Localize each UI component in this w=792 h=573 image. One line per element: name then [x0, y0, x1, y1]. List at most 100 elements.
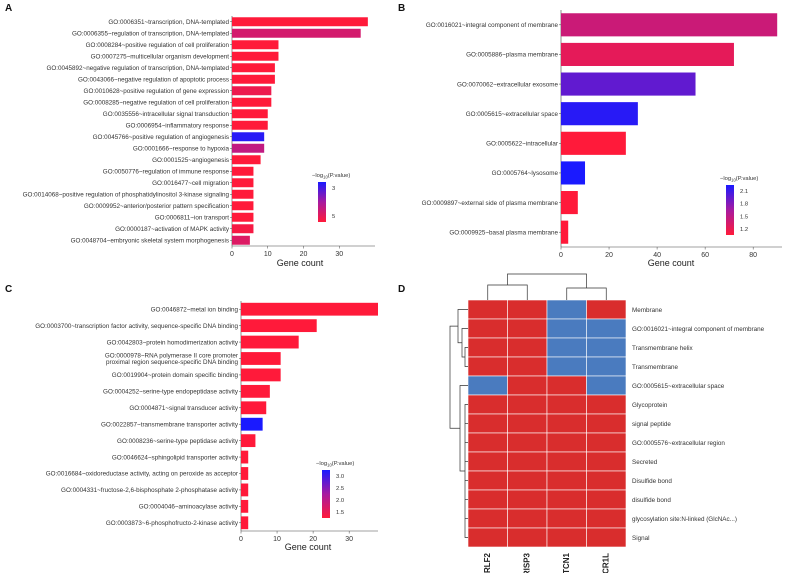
heatmap-cell [546, 470, 587, 491]
bar [232, 235, 250, 245]
heatmap-cell [507, 394, 548, 415]
x-tick-label: 30 [345, 536, 353, 543]
bar [561, 191, 578, 215]
category-label: GO:0001525~angiogenesis [152, 157, 229, 164]
heatmap-cell [586, 470, 627, 491]
bar [232, 120, 268, 130]
bar [232, 166, 254, 176]
bar [241, 499, 249, 513]
bar [232, 63, 275, 73]
x-tick-label: 0 [239, 536, 243, 543]
category-label: GO:0006954~inflammatory response [126, 122, 230, 129]
panel-letter: C [5, 284, 12, 295]
heatmap-cell [586, 451, 627, 472]
category-label: GO:0045766~positive regulation of angiog… [93, 134, 229, 141]
category-label: GO:0046872~metal ion binding [151, 306, 239, 313]
x-axis-title: Gene count [648, 258, 695, 268]
bar [241, 384, 270, 398]
category-label: GO:0004871~signal transducer activity [129, 405, 239, 412]
legend-tick-label: 2.0 [336, 498, 344, 504]
heatmap-cell [586, 432, 627, 453]
category-label: proximal region sequence-specific DNA bi… [106, 359, 238, 366]
row-label: Glycoprotein [632, 402, 668, 409]
bar [232, 189, 254, 199]
category-label: GO:0005622~intracellular [486, 141, 558, 148]
bar [232, 40, 279, 50]
category-label: GO:0008236~serine-type peptidase activit… [117, 438, 239, 445]
category-label: GO:0016684~oxidoreductase activity, acti… [46, 471, 238, 478]
category-label: GO:0010628~positive regulation of gene e… [84, 88, 230, 95]
heatmap-cell [586, 375, 627, 396]
legend-colorbar [318, 182, 326, 222]
bar [232, 143, 265, 153]
bar [232, 74, 275, 84]
bar [561, 72, 696, 96]
legend-colorbar [726, 185, 734, 235]
row-dendrogram [449, 309, 468, 538]
heatmap-cell [586, 489, 627, 510]
bar [241, 401, 267, 415]
heatmap-cell [546, 337, 587, 358]
heatmap-cell [467, 318, 508, 339]
heatmap-cell [507, 413, 548, 434]
legend-tick-label: 3.0 [336, 474, 344, 480]
bar [241, 319, 317, 333]
bar [232, 201, 254, 211]
panel-letter: A [5, 3, 12, 14]
heatmap-cell [467, 299, 508, 320]
row-label: signal peptide [632, 421, 671, 428]
bar [232, 178, 254, 188]
category-label: GO:0014068~positive regulation of phosph… [23, 191, 230, 198]
legend-title: −log10(P.value) [312, 173, 350, 180]
bar [561, 131, 626, 155]
heatmap-cell [546, 451, 587, 472]
category-label: GO:0003700~transcription factor activity… [35, 323, 238, 330]
legend-tick-label: 3 [332, 186, 335, 192]
bar [232, 132, 265, 142]
column-label: CR1L [601, 553, 610, 573]
bar [232, 109, 268, 119]
panel-b: B GO:0016021~integral component of membra… [398, 3, 782, 268]
dendrogram-branch [449, 325, 460, 429]
heatmap-cell [507, 299, 548, 320]
category-label: GO:0006351~transcription, DNA-templated [108, 19, 229, 26]
heatmap-cell [546, 356, 587, 377]
row-label: Transmembrane [632, 364, 678, 371]
legend-title: −log10(P.value) [720, 176, 758, 183]
bar [241, 467, 249, 480]
bar [232, 51, 279, 61]
category-label: GO:0005886~plasma membrane [466, 52, 558, 59]
heatmap-cell [467, 470, 508, 491]
heatmap-cell [507, 356, 548, 377]
legend-tick-label: 2.1 [740, 189, 748, 195]
dendrogram-branch [464, 347, 468, 367]
heatmap-cell [546, 527, 587, 548]
color-legend: −log10(P.value) 3 5 [312, 173, 350, 222]
heatmap-cell [546, 375, 587, 396]
x-tick-label: 20 [300, 251, 308, 258]
category-label: GO:0048704~embryonic skeletal system mor… [71, 237, 229, 244]
heatmap-cell [507, 508, 548, 529]
bar [232, 212, 254, 222]
bar [232, 97, 272, 107]
x-tick-label: 10 [273, 536, 281, 543]
x-tick-label: 10 [264, 251, 272, 258]
column-label: CRLF2 [483, 552, 492, 573]
category-label: GO:0004252~serine-type endopeptidase act… [103, 389, 239, 396]
x-tick-label: 30 [335, 251, 343, 258]
bar [232, 155, 261, 165]
category-label: GO:0019904~protein domain specific bindi… [112, 372, 239, 379]
heatmap-cell [546, 299, 587, 320]
heatmap-cell [467, 432, 508, 453]
bar [241, 352, 281, 365]
row-label: Transmembrane helix [632, 345, 694, 352]
heatmap-cell [467, 451, 508, 472]
bar [241, 417, 263, 431]
heatmap-cell [507, 470, 548, 491]
heatmap-cell [467, 508, 508, 529]
row-label: Secreted [632, 459, 658, 466]
heatmap-cell [467, 375, 508, 396]
heatmap-cell [507, 489, 548, 510]
column-dendrogram [487, 273, 607, 300]
